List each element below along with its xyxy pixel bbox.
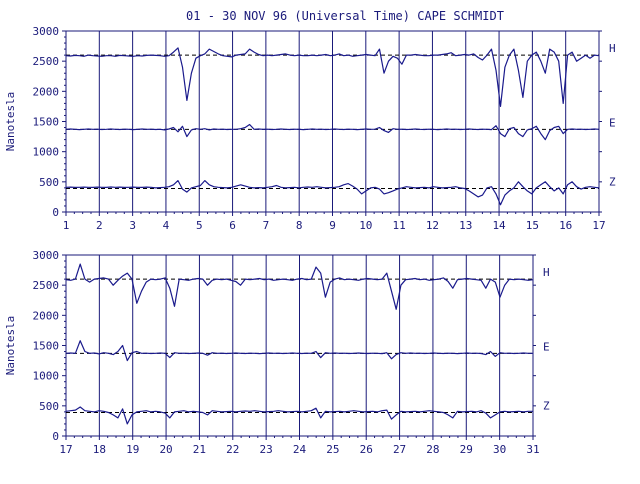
series-label-z: Z <box>609 175 616 188</box>
y-tick-label: 1500 <box>33 116 60 129</box>
series-line-e <box>65 123 600 141</box>
x-tick-label: 20 <box>159 443 172 456</box>
series-label-e: E <box>543 340 550 353</box>
y-tick-label: 1000 <box>33 370 60 383</box>
x-tick-label: 18 <box>93 443 106 456</box>
x-tick-label: 23 <box>260 443 273 456</box>
y-tick-label: 2500 <box>33 279 60 292</box>
x-tick-label: 12 <box>426 219 439 232</box>
y-tick-label: 0 <box>52 206 59 219</box>
x-tick-label: 29 <box>460 443 473 456</box>
x-tick-label: 3 <box>129 219 136 232</box>
x-tick-label: 24 <box>293 443 307 456</box>
series-line-z <box>65 180 600 206</box>
x-tick-label: 30 <box>493 443 506 456</box>
x-tick-label: 1 <box>63 219 70 232</box>
y-axis-label: Nanotesla <box>4 92 17 152</box>
y-tick-label: 1000 <box>33 146 60 159</box>
x-tick-label: 8 <box>296 219 303 232</box>
x-tick-label: 13 <box>459 219 472 232</box>
y-tick-label: 0 <box>52 430 59 443</box>
x-tick-label: 28 <box>426 443 439 456</box>
x-tick-label: 4 <box>163 219 170 232</box>
panel-top: 1 2 3 4 5 6 7 8 9 10 11 12 13 14 15 16 17050010001500200… <box>4 25 616 232</box>
series-label-h: H <box>609 42 616 55</box>
y-tick-label: 3000 <box>33 25 60 38</box>
x-tick-label: 2 <box>96 219 103 232</box>
series-line-e <box>65 340 533 362</box>
y-tick-label: 2000 <box>33 85 60 98</box>
x-tick-label: 7 <box>263 219 270 232</box>
series-line-h <box>65 47 600 108</box>
series-line-h <box>65 263 534 310</box>
x-tick-label: 19 <box>126 443 139 456</box>
x-tick-label: 5 <box>196 219 203 232</box>
x-tick-label: 14 <box>492 219 506 232</box>
x-tick-label: 17 <box>59 443 72 456</box>
x-tick-label: 9 <box>329 219 336 232</box>
panel-bottom: 17 18 19 20 21 22 23 24 25 26 27 28 29 30 31 0 500 1000 15… <box>4 249 550 456</box>
x-tick-label: 6 <box>229 219 236 232</box>
y-tick-label: 2500 <box>33 55 60 68</box>
x-tick-label: 17 <box>592 219 605 232</box>
x-tick-label: 31 <box>526 443 539 456</box>
x-tick-label: 27 <box>393 443 406 456</box>
x-tick-label: 26 <box>360 443 373 456</box>
y-tick-label: 2000 <box>33 309 60 322</box>
x-tick-label: 10 <box>359 219 372 232</box>
y-tick-label: 1500 <box>33 340 60 353</box>
series-label-e: E <box>609 116 616 129</box>
y-tick-label: 500 <box>39 176 59 189</box>
x-tick-label: 21 <box>193 443 206 456</box>
y-axis-label: Nanotesla <box>4 316 17 376</box>
series-label-h: H <box>543 266 550 279</box>
x-tick-label: 15 <box>526 219 539 232</box>
x-tick-label: 11 <box>393 219 406 232</box>
chart-title: 01 - 30 NOV 96 (Universal Time) CAPE SCH… <box>186 9 504 23</box>
series-line-z <box>65 406 533 425</box>
y-tick-label: 500 <box>39 400 59 413</box>
y-tick-label: 3000 <box>33 249 60 262</box>
x-tick-label: 16 <box>559 219 572 232</box>
x-tick-label: 22 <box>226 443 239 456</box>
series-label-z: Z <box>543 399 550 412</box>
x-tick-label: 25 <box>326 443 339 456</box>
